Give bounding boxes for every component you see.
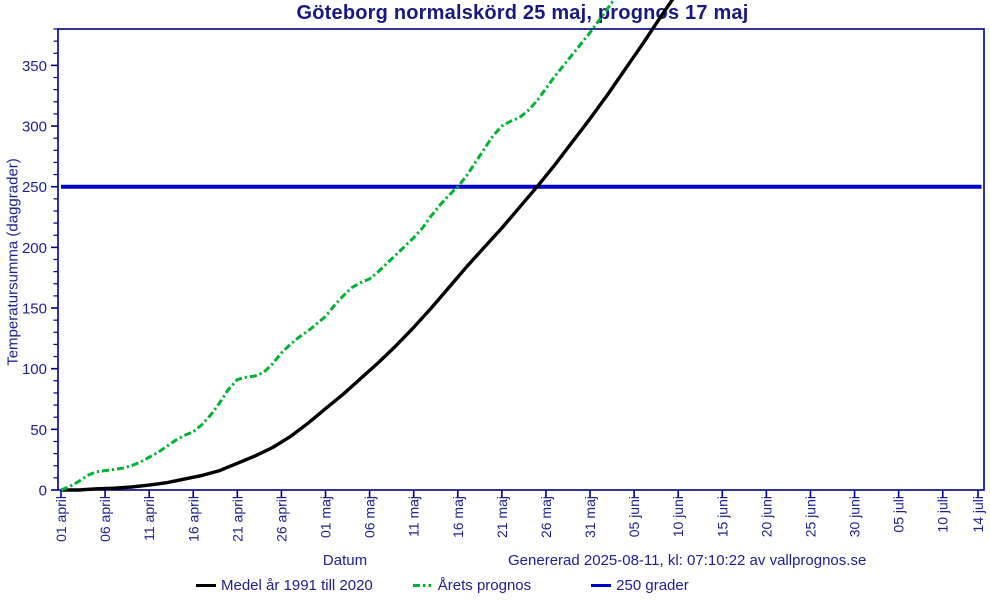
x-tick-label: 15 juni <box>714 496 730 537</box>
x-tick-label: 30 juni <box>847 496 863 537</box>
x-tick-label: 05 juni <box>626 496 642 537</box>
x-tick-label: 05 juli <box>891 496 907 533</box>
x-tick-label: 31 maj <box>582 496 598 538</box>
y-tick-label: 150 <box>22 301 47 318</box>
x-tick-label: 10 juli <box>935 496 951 533</box>
y-tick-label: 350 <box>22 58 47 75</box>
generated-timestamp: Genererad 2025-08-11, kl: 07:10:22 av va… <box>508 552 867 569</box>
x-tick-label: 26 maj <box>538 496 554 538</box>
x-tick-label: 21 maj <box>494 496 510 538</box>
x-tick-label: 06 maj <box>362 496 378 538</box>
legend-item-mean: Medel år 1991 till 2020 <box>196 577 373 594</box>
chart-title: Göteborg normalskörd 25 maj, prognos 17 … <box>296 2 749 24</box>
plot-frame <box>57 28 985 491</box>
series-line-mean <box>61 0 675 492</box>
y-tick-label: 300 <box>22 119 47 136</box>
x-tick-label: 01 maj <box>318 496 334 538</box>
y-tick-label: 50 <box>30 422 47 439</box>
legend-item-250: 250 grader <box>591 577 689 594</box>
x-tick-label: 06 april <box>97 496 113 542</box>
y-tick-label: 200 <box>22 240 47 257</box>
legend-item-prognosis: Årets prognos <box>412 577 532 594</box>
legend-label-prognosis: Årets prognos <box>437 577 532 594</box>
x-tick-label: 26 april <box>273 496 289 542</box>
legend-label-250: 250 grader <box>616 577 689 594</box>
x-tick-label: 25 juni <box>802 496 818 537</box>
x-tick-label: 11 april <box>141 496 157 541</box>
y-tick-label: 0 <box>39 483 47 500</box>
x-axis-label: Datum <box>322 552 368 569</box>
y-tick-label: 100 <box>22 361 47 378</box>
x-tick-label: 11 maj <box>406 496 422 537</box>
mean-line-marker-icon <box>196 584 216 587</box>
x-tick-label: 16 maj <box>450 496 466 538</box>
legend: Medel år 1991 till 2020 Årets prognos 25… <box>196 577 689 594</box>
x-tick-label: 20 juni <box>758 496 774 537</box>
x-tick-label: 01 april <box>53 496 69 542</box>
legend-label-mean: Medel år 1991 till 2020 <box>221 577 373 594</box>
x-tick-label: 21 april <box>229 496 245 542</box>
x-tick-label: 16 april <box>185 496 201 542</box>
x-tick-label: 14 juli <box>970 496 986 533</box>
prognosis-line-marker-icon <box>412 584 433 587</box>
x-tick-label: 10 juni <box>670 496 686 537</box>
y-tick-label: 250 <box>22 179 47 196</box>
reference-line-marker-icon <box>591 584 612 587</box>
series-line-prognosis <box>60 0 616 492</box>
